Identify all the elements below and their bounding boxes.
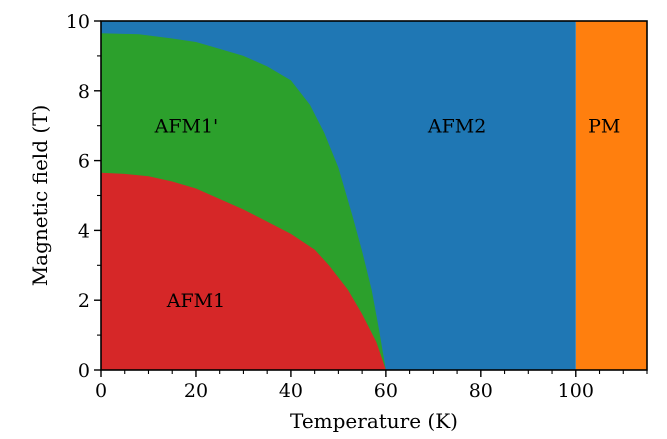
x-tick-label: 40 [279,380,303,402]
y-tick-label: 8 [78,81,90,103]
x-axis-label: Temperature (K) [290,409,458,433]
x-tick-label: 20 [184,380,208,402]
region-label-afm2: AFM2 [427,116,486,138]
x-tick-label: 100 [558,380,594,402]
ticks-layer: 0 20 40 60 80 100 0 2 4 6 8 10 [66,11,648,402]
region-label-pm: PM [588,116,620,138]
region-label-afm1: AFM1 [166,290,225,312]
region-labels-layer: PM AFM2 AFM1' AFM1 [154,116,621,313]
x-tick-label: 60 [374,380,398,402]
region-label-afm1-prime: AFM1' [154,116,219,138]
y-tick-label: 10 [66,11,90,33]
y-tick-label: 4 [78,220,90,242]
y-tick-label: 0 [78,360,90,382]
region-afm1 [101,172,386,370]
y-tick-label: 2 [78,290,90,312]
region-pm [575,21,647,370]
regions-layer [101,21,647,371]
y-tick-label: 6 [78,151,90,173]
x-tick-label: 80 [469,380,493,402]
x-tick-label: 0 [95,380,107,402]
y-axis-label: Magnetic field (T) [28,105,52,287]
